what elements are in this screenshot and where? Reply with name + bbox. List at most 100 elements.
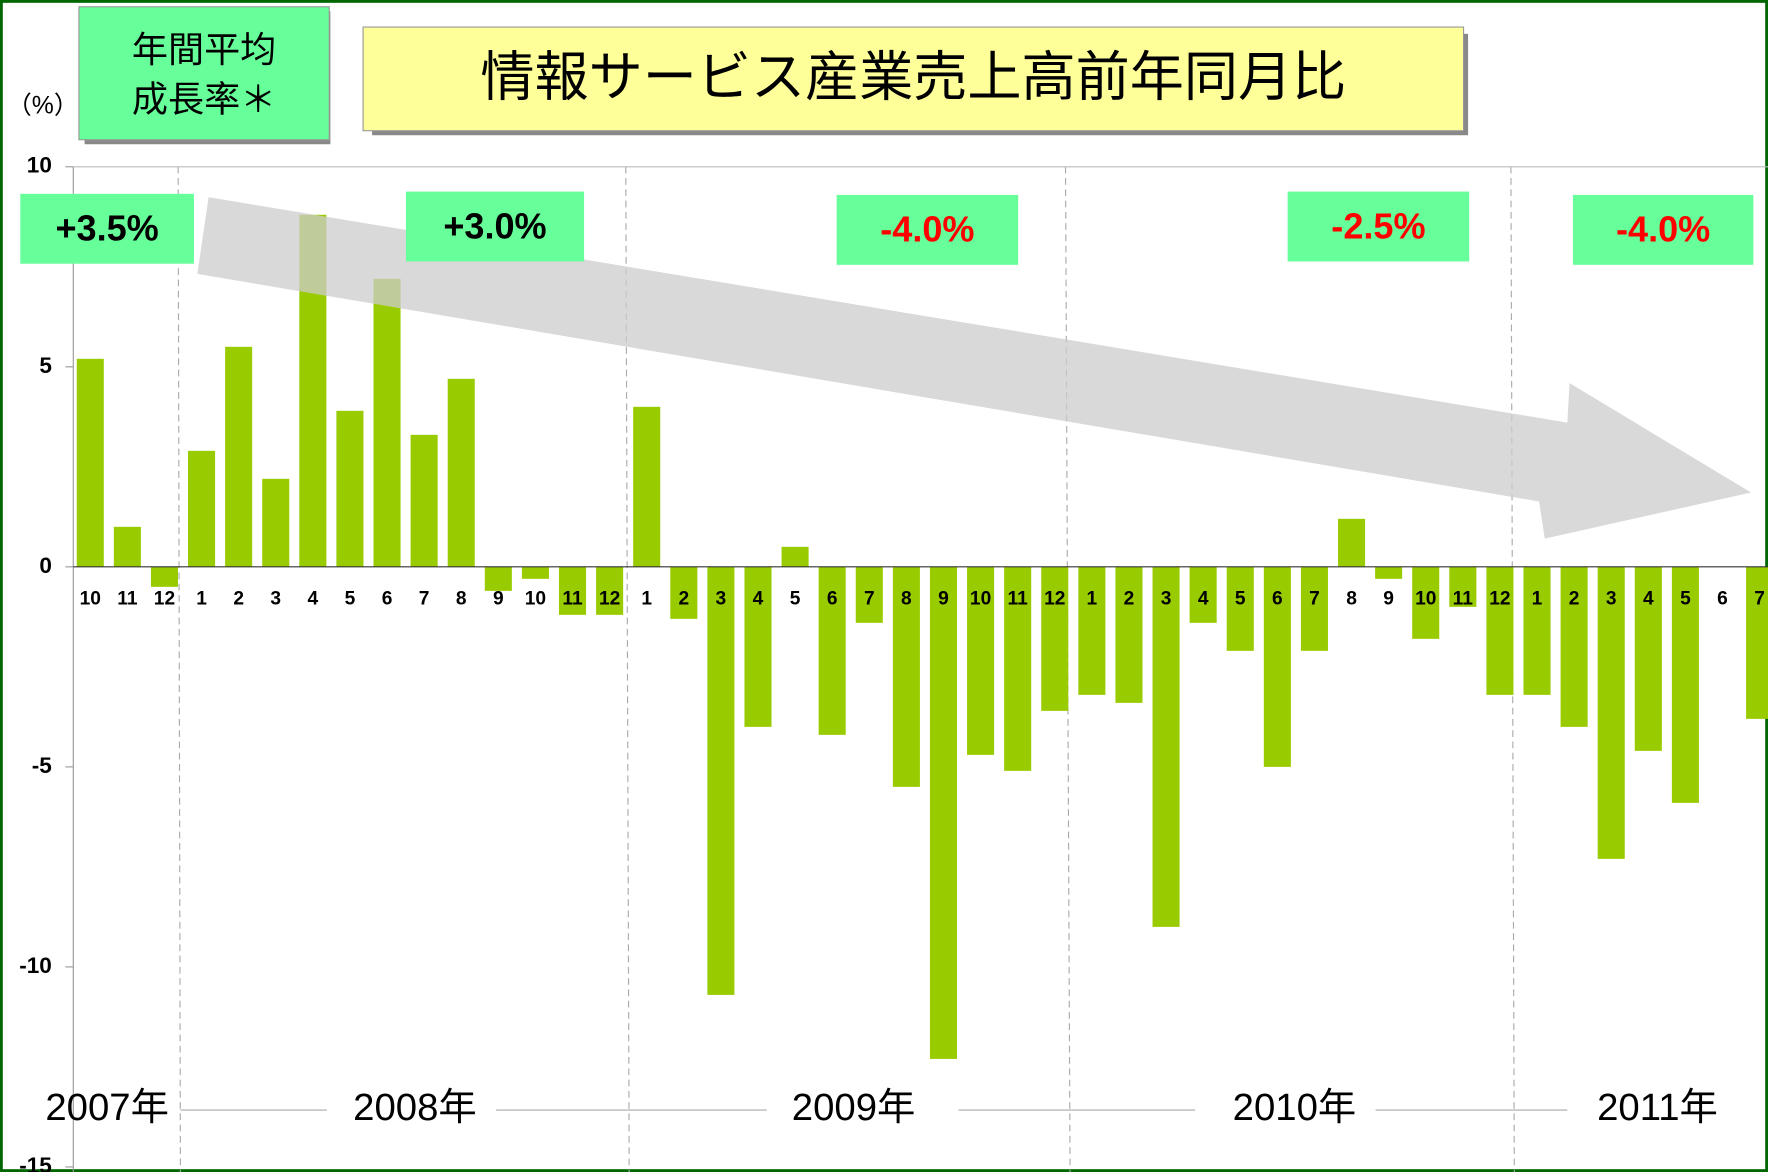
annotation: -2.5%	[1331, 205, 1425, 246]
bar	[1375, 566, 1403, 579]
y-tick-label: 0	[39, 553, 52, 578]
x-tick-label: 10	[80, 589, 101, 610]
x-tick-label: 9	[493, 589, 504, 610]
badge: 年間平均成長率＊	[132, 28, 276, 119]
y-axis-label: （%）	[7, 92, 79, 120]
bar	[1115, 566, 1143, 703]
annotation: +3.0%	[443, 205, 546, 246]
x-tick-label: 3	[1606, 589, 1617, 610]
annotation-box	[1572, 194, 1754, 265]
bar	[558, 566, 587, 615]
bar	[1300, 566, 1328, 651]
bar	[1263, 566, 1291, 767]
bar	[76, 358, 104, 567]
x-tick-label: 7	[1309, 589, 1320, 610]
bar	[1597, 566, 1625, 859]
year-label: 2008年	[353, 1086, 477, 1129]
bar	[1189, 566, 1217, 623]
bar	[262, 478, 290, 567]
x-tick-label: 3	[716, 589, 727, 610]
bar	[929, 566, 958, 1059]
bar	[1226, 566, 1254, 651]
year-label: 2010年	[1233, 1086, 1357, 1129]
bar	[373, 278, 401, 567]
x-tick-label: 10	[525, 589, 546, 610]
x-tick-label: 10	[970, 589, 991, 610]
x-tick-label: 6	[382, 589, 393, 610]
x-tick-label: 9	[1383, 589, 1394, 610]
bar	[1523, 566, 1551, 695]
annotation: +3.5%	[55, 208, 158, 249]
x-tick-label: 2	[678, 589, 689, 610]
bar	[1671, 566, 1699, 803]
bar	[1004, 566, 1032, 771]
x-tick-label: 1	[1087, 589, 1098, 610]
x-tick-label: 6	[1272, 589, 1283, 610]
bar	[447, 378, 475, 567]
y-tick-label: -5	[32, 753, 52, 778]
x-tick-label: 9	[938, 589, 949, 610]
x-tick-label: 11	[1453, 589, 1474, 610]
bar	[1152, 566, 1180, 927]
annotation: -4.0%	[1616, 209, 1710, 250]
x-tick-label: 5	[345, 589, 356, 610]
bar	[336, 410, 364, 567]
bar	[1746, 566, 1768, 719]
x-tick-label: 12	[154, 589, 175, 610]
bar	[113, 526, 141, 567]
bar	[410, 434, 438, 567]
x-tick-label: 7	[419, 589, 430, 610]
trend-arrow	[197, 197, 1752, 539]
x-tick-label: 11	[117, 589, 138, 610]
x-tick-label: 5	[790, 589, 801, 610]
bar	[818, 566, 846, 735]
year-label: 2011年	[1597, 1086, 1718, 1129]
bar	[1412, 566, 1440, 639]
x-tick-label: 7	[864, 589, 875, 610]
bar	[1634, 566, 1662, 751]
annotation-box	[405, 191, 585, 262]
bar	[521, 566, 549, 579]
x-tick-label: 6	[827, 589, 838, 610]
bar	[967, 566, 995, 755]
bar	[1486, 566, 1514, 695]
bar	[633, 406, 661, 567]
x-tick-label: 4	[1198, 589, 1209, 610]
x-tick-label: 3	[1161, 589, 1172, 610]
chart-title: 情報サービス産業売上高前年同月比	[480, 47, 1346, 107]
bar	[1449, 566, 1477, 607]
x-tick-label: 11	[1008, 589, 1029, 610]
annotation-box	[20, 193, 194, 264]
bar	[1041, 566, 1069, 711]
x-tick-label: 8	[901, 589, 912, 610]
x-tick-label: 6	[1717, 589, 1728, 610]
bar	[188, 450, 216, 567]
x-tick-label: 5	[1680, 589, 1691, 610]
bar	[1560, 566, 1588, 727]
bar	[707, 566, 735, 995]
year-label: 2009年	[792, 1086, 916, 1129]
x-tick-label: 12	[1044, 589, 1065, 610]
x-tick-label: 2	[1124, 589, 1135, 610]
badge-box	[78, 6, 330, 141]
annotation-box	[1287, 191, 1470, 262]
bar	[670, 566, 698, 619]
y-tick-label: -10	[19, 953, 52, 978]
x-tick-label: 3	[270, 589, 281, 610]
bar	[855, 566, 883, 623]
bar	[1078, 566, 1106, 695]
x-tick-label: 1	[196, 589, 207, 610]
annotation: -4.0%	[880, 209, 974, 250]
x-tick-label: 4	[753, 589, 764, 610]
bar	[484, 566, 512, 591]
annotation-box	[836, 194, 1019, 265]
bar	[892, 566, 920, 787]
bar	[225, 346, 253, 567]
bar	[150, 566, 178, 587]
year-label: 2007年	[45, 1086, 169, 1129]
bar	[596, 566, 624, 615]
bar	[744, 566, 772, 727]
y-tick-label: -15	[19, 1153, 52, 1172]
